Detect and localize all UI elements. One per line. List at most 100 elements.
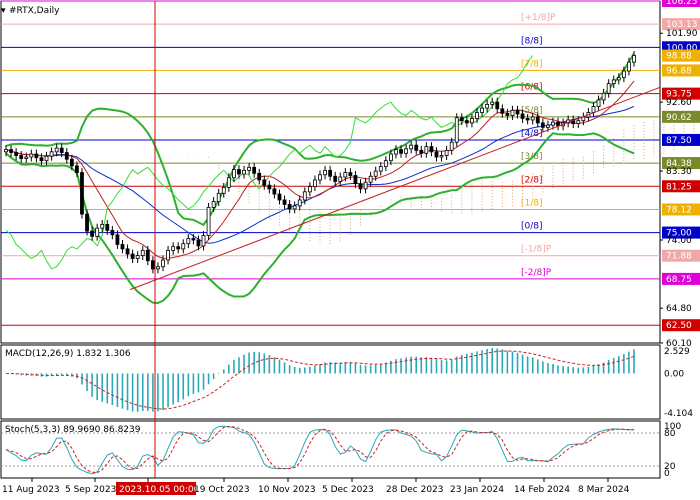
candle-body <box>480 107 484 113</box>
candle-body <box>434 151 439 158</box>
symbol-triangle-icon: ▾ <box>1 6 6 16</box>
candle-body <box>515 109 520 115</box>
price-pane[interactable]: [+2/8]P[+1/8]P[8/8][7/8][6/8][5/8][4/8][… <box>0 0 700 344</box>
trend-line-segment <box>129 86 661 291</box>
candle-body <box>59 147 64 153</box>
candle-body <box>596 99 601 108</box>
murrey-level-label: [4/8] <box>521 129 543 139</box>
candle-body <box>232 169 236 179</box>
candle-body <box>242 169 246 175</box>
candle-body <box>120 244 125 250</box>
candle-body <box>161 259 165 268</box>
time-tick-label: 5 Sep 2023 <box>65 485 116 495</box>
candle-body <box>399 149 403 154</box>
trend-line <box>129 86 661 291</box>
price-tick-label: 74.00 <box>666 236 692 246</box>
stochastic-tick-label: 20 <box>664 462 676 472</box>
macd-tick-label: 0.00 <box>664 369 684 379</box>
candle-body <box>307 186 312 193</box>
candle-body <box>9 149 13 153</box>
candle-body <box>373 170 378 177</box>
macd-tick-label: 2.529 <box>664 347 690 357</box>
price-tick-label: 92.60 <box>666 98 692 108</box>
murrey-level-label: [7/8] <box>521 59 543 69</box>
candle-body <box>409 144 414 150</box>
level-price-text: 90.62 <box>666 113 692 123</box>
candle-body <box>247 166 251 171</box>
candle-body <box>267 184 272 190</box>
candle-body <box>135 255 140 259</box>
macd-pane[interactable]: MACD(12,26,9) 1.832 1.306 <box>0 344 661 420</box>
lagging-line <box>5 55 534 270</box>
candle-body <box>495 101 500 110</box>
candle-body <box>313 179 317 188</box>
candle-body <box>115 234 120 245</box>
level-price-text: 93.75 <box>666 90 692 100</box>
level-price-text: 78.12 <box>666 205 692 215</box>
candle-body <box>49 151 54 157</box>
level-price-text: 100.00 <box>666 43 698 53</box>
candle-body <box>606 83 611 94</box>
candle-body <box>414 144 419 151</box>
level-price-text: 106.25 <box>666 0 698 7</box>
candle-body <box>525 118 530 121</box>
level-price-badge <box>662 110 700 123</box>
candle-body <box>4 149 8 153</box>
stochastic-d-line <box>5 426 635 474</box>
level-price-text: 84.38 <box>666 159 692 169</box>
candle-body <box>196 239 201 247</box>
candle-body <box>75 165 79 173</box>
candle-body <box>358 183 363 190</box>
murrey-level-label: [-2/8]P <box>521 268 552 278</box>
candle-body <box>601 92 606 101</box>
price-tick-label: 101.90 <box>666 29 698 39</box>
murrey-level-label: [8/8] <box>521 36 543 46</box>
murrey-level-label: [0/8] <box>521 222 543 232</box>
middle-line <box>5 105 635 244</box>
candle-body <box>125 248 130 255</box>
candle-body <box>353 175 358 185</box>
candle-body <box>627 61 631 72</box>
candle-body <box>110 229 115 236</box>
level-price-badge <box>662 87 700 100</box>
murrey-level-label: [-1/8]P <box>521 245 552 255</box>
level-price-badge <box>662 203 700 216</box>
candle-body <box>166 249 170 261</box>
level-price-text: 87.50 <box>666 136 692 146</box>
candle-body <box>389 153 393 162</box>
murrey-level-label: [5/8] <box>521 106 543 116</box>
candle-body <box>449 141 454 151</box>
time-tick-label: 19 Oct 2023 <box>194 485 250 495</box>
candle-body <box>287 204 292 210</box>
candle-body <box>226 177 231 188</box>
candle-body <box>546 124 550 128</box>
indicator-lines <box>5 52 635 305</box>
time-tick-label: 11 Aug 2023 <box>2 485 60 495</box>
candle-body <box>186 238 191 245</box>
stochastic-tick-label: 100 <box>664 422 681 432</box>
candle-body <box>297 199 302 207</box>
price-tick-label: 64.80 <box>666 304 692 314</box>
macd-histogram <box>10 348 635 412</box>
candle-body <box>459 117 464 122</box>
murrey-level-label: [2/8] <box>521 175 543 185</box>
candle-body <box>551 121 555 126</box>
candle-body <box>328 169 333 177</box>
candle-body <box>500 108 505 114</box>
candle-body <box>429 146 434 153</box>
level-price-text: 71.88 <box>666 252 692 262</box>
price-tick-label: 60.10 <box>666 339 692 349</box>
time-tick-label: 5 Dec 2023 <box>322 485 374 495</box>
candle-body <box>181 243 186 250</box>
stochastic-pane[interactable]: Stoch(5,3,3) 89.9690 86.8239 <box>0 420 661 479</box>
candle-body <box>282 199 287 205</box>
time-tick-label: 10 Nov 2023 <box>258 485 316 495</box>
level-price-text: 103.13 <box>666 20 698 30</box>
stochastic-tick-label: 0 <box>664 469 670 479</box>
candle-body <box>156 266 160 270</box>
candle-body <box>363 181 368 190</box>
level-price-text: 62.50 <box>666 321 692 331</box>
level-price-text: 75.00 <box>666 229 692 239</box>
candle-body <box>237 169 241 175</box>
